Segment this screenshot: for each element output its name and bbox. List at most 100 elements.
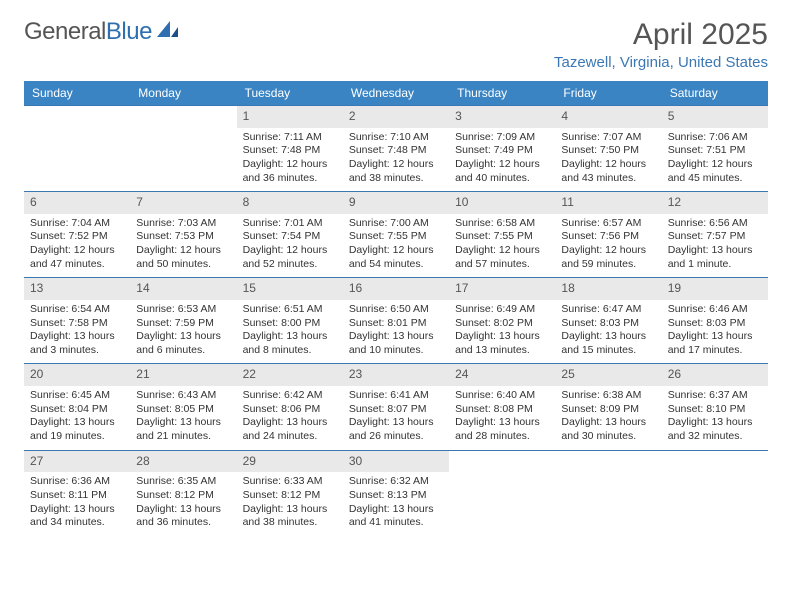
week-row: 13Sunrise: 6:54 AMSunset: 7:58 PMDayligh… bbox=[24, 278, 768, 364]
daylight-text: Daylight: 12 hours and 43 minutes. bbox=[561, 158, 655, 185]
daylight-text: Daylight: 12 hours and 45 minutes. bbox=[668, 158, 762, 185]
day-cell bbox=[130, 106, 236, 192]
sunrise-text: Sunrise: 7:09 AM bbox=[455, 131, 549, 145]
day-number: 19 bbox=[662, 278, 768, 300]
day-details: Sunrise: 7:09 AMSunset: 7:49 PMDaylight:… bbox=[449, 128, 555, 192]
week-row: 20Sunrise: 6:45 AMSunset: 8:04 PMDayligh… bbox=[24, 364, 768, 450]
daylight-text: Daylight: 13 hours and 21 minutes. bbox=[136, 416, 230, 443]
day-cell bbox=[449, 450, 555, 536]
day-number: 18 bbox=[555, 278, 661, 300]
day-cell: 26Sunrise: 6:37 AMSunset: 8:10 PMDayligh… bbox=[662, 364, 768, 450]
sunrise-text: Sunrise: 6:57 AM bbox=[561, 217, 655, 231]
daylight-text: Daylight: 13 hours and 3 minutes. bbox=[30, 330, 124, 357]
day-details: Sunrise: 6:36 AMSunset: 8:11 PMDaylight:… bbox=[24, 472, 130, 536]
day-details: Sunrise: 7:00 AMSunset: 7:55 PMDaylight:… bbox=[343, 214, 449, 278]
daylight-text: Daylight: 13 hours and 28 minutes. bbox=[455, 416, 549, 443]
empty-day bbox=[24, 106, 130, 126]
day-details: Sunrise: 6:40 AMSunset: 8:08 PMDaylight:… bbox=[449, 386, 555, 450]
day-details: Sunrise: 6:58 AMSunset: 7:55 PMDaylight:… bbox=[449, 214, 555, 278]
sunset-text: Sunset: 7:51 PM bbox=[668, 144, 762, 158]
sunset-text: Sunset: 7:49 PM bbox=[455, 144, 549, 158]
sunrise-text: Sunrise: 6:36 AM bbox=[30, 475, 124, 489]
day-details: Sunrise: 6:45 AMSunset: 8:04 PMDaylight:… bbox=[24, 386, 130, 450]
daylight-text: Daylight: 13 hours and 19 minutes. bbox=[30, 416, 124, 443]
day-header: Monday bbox=[130, 81, 236, 106]
daylight-text: Daylight: 12 hours and 36 minutes. bbox=[243, 158, 337, 185]
empty-day bbox=[449, 451, 555, 471]
sunrise-text: Sunrise: 7:00 AM bbox=[349, 217, 443, 231]
sunset-text: Sunset: 8:12 PM bbox=[136, 489, 230, 503]
day-cell: 23Sunrise: 6:41 AMSunset: 8:07 PMDayligh… bbox=[343, 364, 449, 450]
day-number: 24 bbox=[449, 364, 555, 386]
day-number: 20 bbox=[24, 364, 130, 386]
day-cell: 28Sunrise: 6:35 AMSunset: 8:12 PMDayligh… bbox=[130, 450, 236, 536]
sunset-text: Sunset: 8:02 PM bbox=[455, 317, 549, 331]
sunrise-text: Sunrise: 6:56 AM bbox=[668, 217, 762, 231]
sunrise-text: Sunrise: 7:07 AM bbox=[561, 131, 655, 145]
sunrise-text: Sunrise: 6:42 AM bbox=[243, 389, 337, 403]
day-details: Sunrise: 6:57 AMSunset: 7:56 PMDaylight:… bbox=[555, 214, 661, 278]
daylight-text: Daylight: 13 hours and 6 minutes. bbox=[136, 330, 230, 357]
day-cell bbox=[662, 450, 768, 536]
day-details: Sunrise: 7:07 AMSunset: 7:50 PMDaylight:… bbox=[555, 128, 661, 192]
day-details: Sunrise: 6:50 AMSunset: 8:01 PMDaylight:… bbox=[343, 300, 449, 364]
sunset-text: Sunset: 7:50 PM bbox=[561, 144, 655, 158]
day-cell: 12Sunrise: 6:56 AMSunset: 7:57 PMDayligh… bbox=[662, 192, 768, 278]
day-details: Sunrise: 6:46 AMSunset: 8:03 PMDaylight:… bbox=[662, 300, 768, 364]
sunset-text: Sunset: 8:10 PM bbox=[668, 403, 762, 417]
day-header: Sunday bbox=[24, 81, 130, 106]
day-header: Wednesday bbox=[343, 81, 449, 106]
calendar-header-row: SundayMondayTuesdayWednesdayThursdayFrid… bbox=[24, 81, 768, 106]
daylight-text: Daylight: 13 hours and 30 minutes. bbox=[561, 416, 655, 443]
daylight-text: Daylight: 13 hours and 10 minutes. bbox=[349, 330, 443, 357]
brand-part2: Blue bbox=[106, 18, 152, 46]
day-details: Sunrise: 6:37 AMSunset: 8:10 PMDaylight:… bbox=[662, 386, 768, 450]
daylight-text: Daylight: 12 hours and 40 minutes. bbox=[455, 158, 549, 185]
title-block: April 2025 Tazewell, Virginia, United St… bbox=[554, 18, 768, 71]
day-cell: 21Sunrise: 6:43 AMSunset: 8:05 PMDayligh… bbox=[130, 364, 236, 450]
day-number: 6 bbox=[24, 192, 130, 214]
day-cell: 20Sunrise: 6:45 AMSunset: 8:04 PMDayligh… bbox=[24, 364, 130, 450]
daylight-text: Daylight: 12 hours and 38 minutes. bbox=[349, 158, 443, 185]
sunset-text: Sunset: 7:58 PM bbox=[30, 317, 124, 331]
day-cell: 11Sunrise: 6:57 AMSunset: 7:56 PMDayligh… bbox=[555, 192, 661, 278]
day-number: 4 bbox=[555, 106, 661, 128]
day-cell: 3Sunrise: 7:09 AMSunset: 7:49 PMDaylight… bbox=[449, 106, 555, 192]
daylight-text: Daylight: 12 hours and 59 minutes. bbox=[561, 244, 655, 271]
day-cell: 17Sunrise: 6:49 AMSunset: 8:02 PMDayligh… bbox=[449, 278, 555, 364]
day-header: Thursday bbox=[449, 81, 555, 106]
sunrise-text: Sunrise: 6:51 AM bbox=[243, 303, 337, 317]
day-cell: 22Sunrise: 6:42 AMSunset: 8:06 PMDayligh… bbox=[237, 364, 343, 450]
day-cell: 6Sunrise: 7:04 AMSunset: 7:52 PMDaylight… bbox=[24, 192, 130, 278]
month-title: April 2025 bbox=[554, 18, 768, 52]
day-number: 25 bbox=[555, 364, 661, 386]
sunset-text: Sunset: 8:08 PM bbox=[455, 403, 549, 417]
sunrise-text: Sunrise: 7:06 AM bbox=[668, 131, 762, 145]
sunrise-text: Sunrise: 6:38 AM bbox=[561, 389, 655, 403]
day-details: Sunrise: 7:01 AMSunset: 7:54 PMDaylight:… bbox=[237, 214, 343, 278]
day-details: Sunrise: 7:10 AMSunset: 7:48 PMDaylight:… bbox=[343, 128, 449, 192]
week-row: 27Sunrise: 6:36 AMSunset: 8:11 PMDayligh… bbox=[24, 450, 768, 536]
sunrise-text: Sunrise: 6:33 AM bbox=[243, 475, 337, 489]
day-number: 13 bbox=[24, 278, 130, 300]
sunrise-text: Sunrise: 6:32 AM bbox=[349, 475, 443, 489]
sunset-text: Sunset: 8:01 PM bbox=[349, 317, 443, 331]
sunset-text: Sunset: 8:03 PM bbox=[668, 317, 762, 331]
daylight-text: Daylight: 12 hours and 54 minutes. bbox=[349, 244, 443, 271]
page-header: GeneralBlue April 2025 Tazewell, Virgini… bbox=[24, 18, 768, 71]
day-cell: 2Sunrise: 7:10 AMSunset: 7:48 PMDaylight… bbox=[343, 106, 449, 192]
sunset-text: Sunset: 7:59 PM bbox=[136, 317, 230, 331]
day-cell bbox=[555, 450, 661, 536]
day-number: 15 bbox=[237, 278, 343, 300]
daylight-text: Daylight: 12 hours and 52 minutes. bbox=[243, 244, 337, 271]
location-subtitle: Tazewell, Virginia, United States bbox=[554, 54, 768, 71]
sunset-text: Sunset: 8:12 PM bbox=[243, 489, 337, 503]
day-number: 8 bbox=[237, 192, 343, 214]
day-number: 7 bbox=[130, 192, 236, 214]
daylight-text: Daylight: 13 hours and 38 minutes. bbox=[243, 503, 337, 530]
sunset-text: Sunset: 7:57 PM bbox=[668, 230, 762, 244]
day-header: Saturday bbox=[662, 81, 768, 106]
daylight-text: Daylight: 13 hours and 36 minutes. bbox=[136, 503, 230, 530]
day-details: Sunrise: 6:56 AMSunset: 7:57 PMDaylight:… bbox=[662, 214, 768, 278]
empty-day bbox=[555, 451, 661, 471]
